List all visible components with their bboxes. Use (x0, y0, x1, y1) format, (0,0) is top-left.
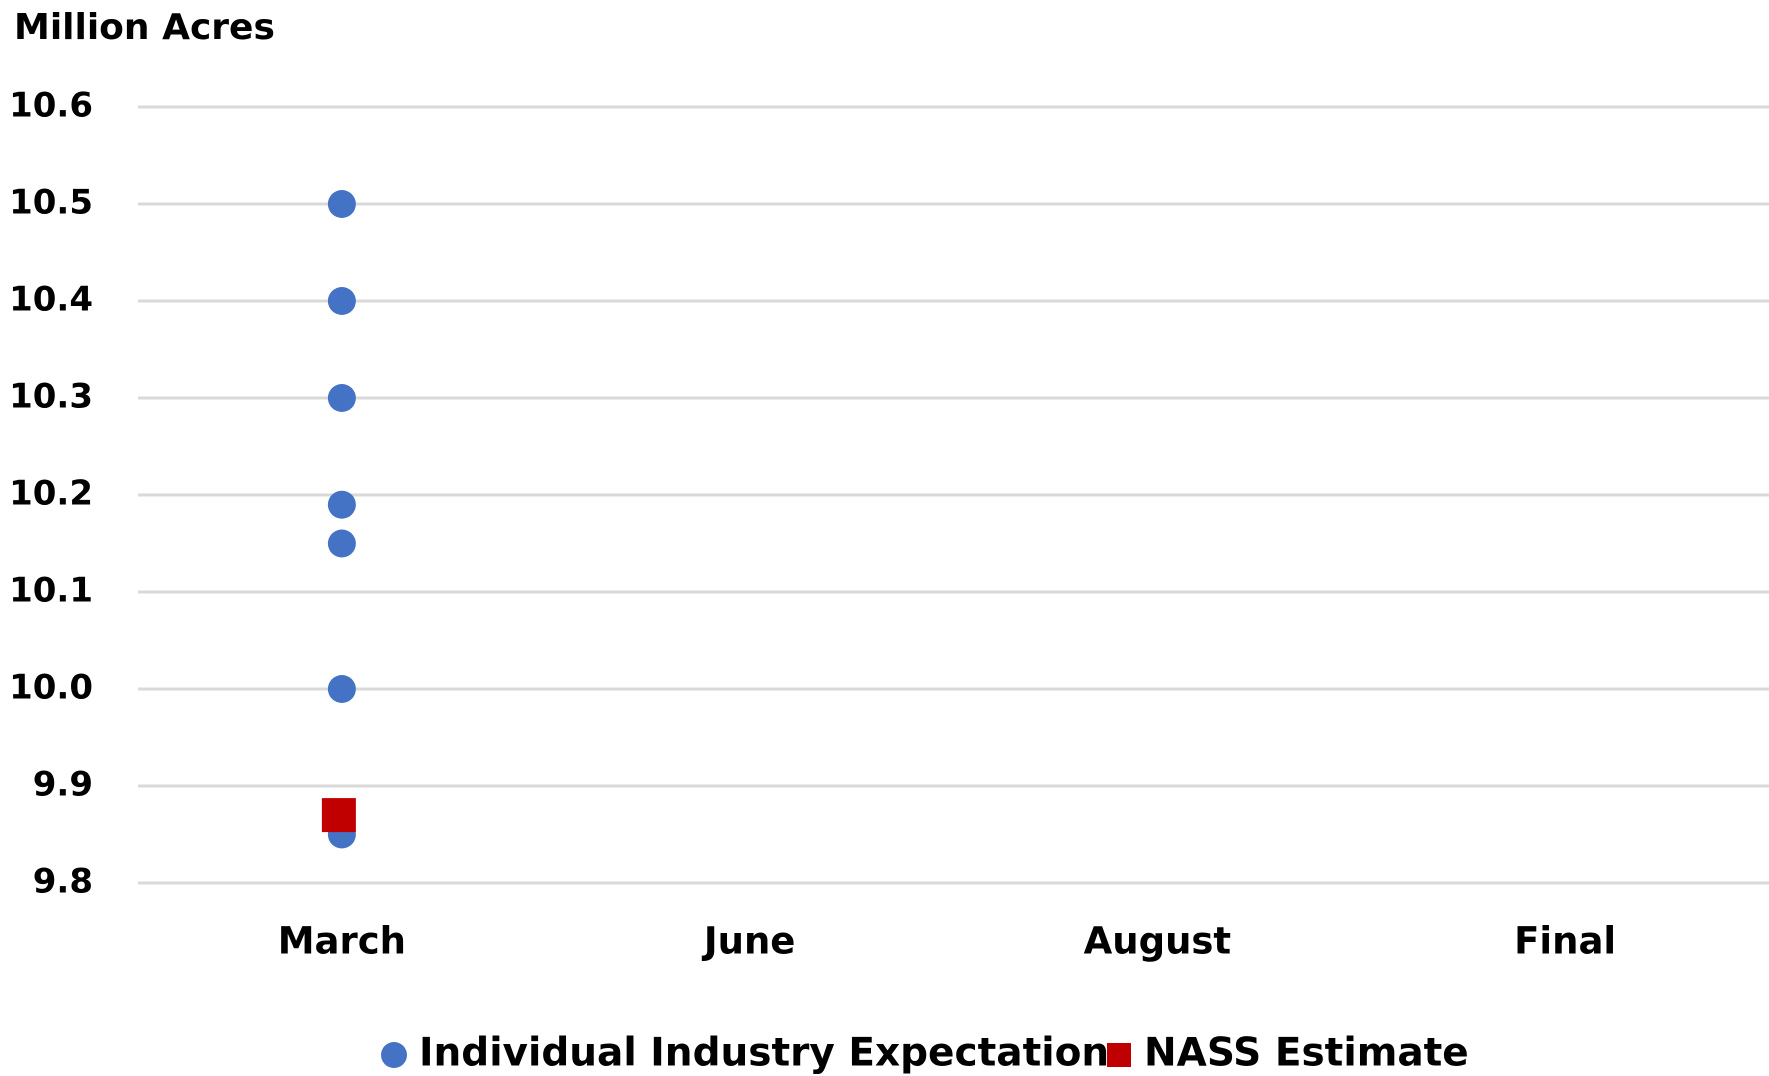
axis-title: Million Acres (14, 7, 275, 48)
legend-label: NASS Estimate (1144, 1031, 1469, 1076)
y-tick-label: 10.5 (9, 183, 93, 223)
x-tick-label: June (701, 920, 796, 963)
point (327, 529, 356, 558)
x-tick-label: August (1084, 920, 1232, 963)
y-tick-label: 10.6 (9, 86, 93, 126)
point (327, 287, 356, 315)
y-tick-label: 10.2 (9, 474, 93, 514)
legend-label: Individual Industry Expectation (419, 1031, 1109, 1076)
x-tick-label: Final (1514, 920, 1616, 963)
y-tick-label: 10.3 (9, 377, 93, 417)
legend-swatch (381, 1042, 407, 1068)
y-tick-label: 9.9 (33, 765, 93, 805)
y-tick-label: 10.1 (9, 571, 93, 611)
y-tick-label: 9.8 (33, 862, 93, 902)
legend-swatch (1107, 1043, 1131, 1067)
point (327, 190, 356, 218)
y-tick-label: 10.4 (9, 280, 93, 320)
point (327, 490, 356, 519)
point (321, 798, 356, 833)
point (327, 384, 356, 412)
point (327, 675, 356, 703)
x-tick-label: March (278, 920, 406, 963)
y-tick-label: 10.0 (9, 668, 93, 708)
